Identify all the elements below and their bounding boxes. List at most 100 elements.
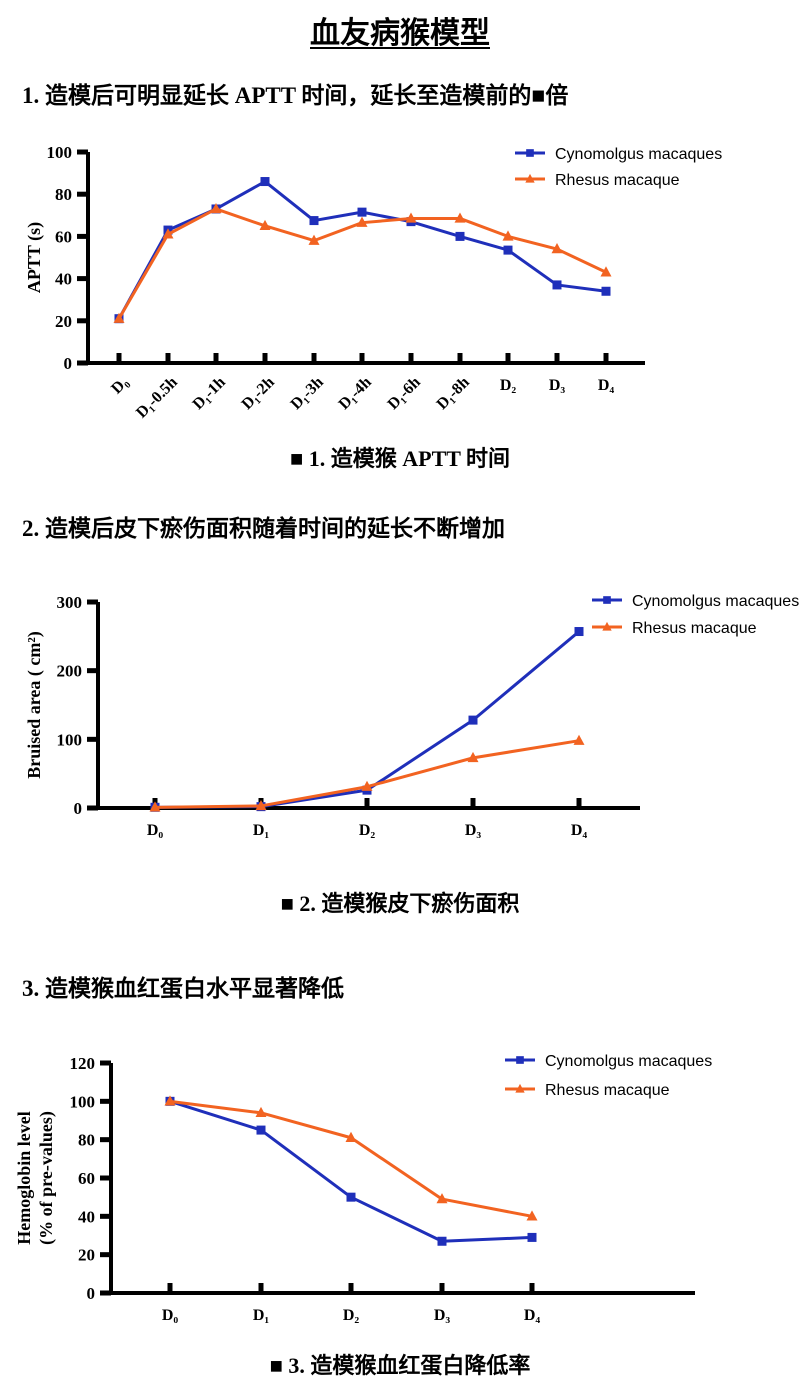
triangle-data-point-marker bbox=[345, 1131, 357, 1142]
triangle-data-point-marker bbox=[149, 801, 161, 812]
y-tick-label: 0 bbox=[87, 1284, 96, 1303]
y-tick-label: 0 bbox=[64, 354, 73, 373]
x-tick-label: D₁-2h bbox=[239, 374, 278, 413]
legend-label: Rhesus macaque bbox=[545, 1082, 670, 1099]
y-tick-label: 100 bbox=[57, 730, 83, 749]
y-tick-label: 80 bbox=[55, 185, 72, 204]
triangle-data-point-marker bbox=[573, 734, 585, 745]
triangle-data-point-marker bbox=[113, 312, 125, 323]
figure-2-caption: ■ 2. 造模猴皮下瘀伤面积 bbox=[280, 891, 520, 916]
square-data-point-marker bbox=[260, 177, 270, 187]
legend-triangle-marker-icon bbox=[515, 1083, 525, 1093]
x-tick-label: D₁-1h bbox=[190, 374, 229, 413]
legend-label: Cynomolgus macaques bbox=[545, 1053, 712, 1070]
legend-triangle-marker-icon bbox=[602, 621, 612, 631]
y-axis-title: Bruised area ( cm²) bbox=[24, 631, 45, 779]
x-tick-label: D₁-0.5h bbox=[133, 374, 181, 422]
y-axis-title: Hemoglobin level bbox=[14, 1111, 34, 1245]
y-tick-label: 300 bbox=[57, 593, 83, 612]
y-tick-label: 100 bbox=[70, 1092, 96, 1111]
hemoglobin-line-chart: 0 20 40 60 80 100 120 D₀ D₁ D₂ D₃ D₄ Hemoglobin leve… bbox=[0, 1038, 800, 1338]
y-tick-label: 120 bbox=[70, 1054, 96, 1073]
y-axis-title: APTT (s) bbox=[24, 222, 45, 293]
triangle-data-point-marker bbox=[308, 234, 320, 245]
triangle-data-point-marker bbox=[164, 1095, 176, 1106]
x-tick-label: D₁ bbox=[253, 1307, 270, 1324]
triangle-data-point-marker bbox=[356, 216, 368, 227]
square-data-point-marker bbox=[503, 245, 513, 255]
triangle-data-point-marker bbox=[551, 243, 563, 254]
legend-label: Rhesus macaque bbox=[632, 620, 757, 637]
square-data-point-marker bbox=[552, 280, 562, 290]
y-tick-label: 40 bbox=[78, 1207, 95, 1226]
square-data-point-marker bbox=[527, 1232, 537, 1242]
triangle-data-point-marker bbox=[162, 228, 174, 239]
triangle-data-point-marker bbox=[259, 219, 271, 231]
figure-3-caption: ■ 3. 造模猴血红蛋白降低率 bbox=[269, 1353, 531, 1378]
x-tick-label: D₄ bbox=[524, 1307, 541, 1324]
square-data-point-marker bbox=[574, 627, 584, 637]
x-tick-label: D₄ bbox=[571, 822, 588, 839]
y-tick-label: 60 bbox=[55, 227, 72, 246]
legend-label: Cynomolgus macaques bbox=[632, 593, 799, 610]
x-tick-label: D₃ bbox=[434, 1307, 451, 1324]
y-tick-label: 40 bbox=[55, 270, 72, 289]
figure-1-caption: ■ 1. 造模猴 APTT 时间 bbox=[289, 446, 511, 471]
y-tick-label: 20 bbox=[78, 1246, 95, 1265]
legend-square-marker-icon bbox=[603, 596, 611, 604]
square-data-point-marker bbox=[437, 1236, 447, 1246]
x-tick-label: D₁-3h bbox=[288, 374, 327, 413]
y-tick-label: 100 bbox=[47, 143, 73, 162]
square-data-point-marker bbox=[601, 286, 611, 296]
square-data-point-marker bbox=[468, 715, 478, 725]
document-title: 血友病猴模型 bbox=[310, 17, 490, 50]
triangle-data-point-marker bbox=[467, 751, 479, 763]
aptt-svg: 0 20 40 60 80 100 D₀ D₁-0.5h D₁-1h D₁-2h D₁-3h D₁-4… bbox=[24, 143, 722, 422]
series-line-square bbox=[169, 1099, 533, 1243]
triangle-data-point-marker bbox=[255, 799, 267, 811]
y-tick-label: 0 bbox=[74, 799, 83, 818]
series-line-square bbox=[117, 180, 607, 320]
legend-square-marker-icon bbox=[526, 149, 534, 157]
x-tick-label: D₁-6h bbox=[385, 374, 424, 413]
section-3-heading: 3. 造模猴血红蛋白水平显著降低 bbox=[22, 976, 344, 1001]
x-tick-label: D₀ bbox=[147, 822, 164, 839]
bruised-area-svg: 0 100 200 300 D₀ D₁ D₂ D₃ D₄ Bruised area ( cm²) C… bbox=[24, 593, 799, 839]
x-tick-label: D₂ bbox=[343, 1307, 360, 1324]
aptt-line-chart: 0 20 40 60 80 100 D₀ D₁-0.5h D₁-1h D₁-2h D₁-3h D₁-4… bbox=[0, 138, 800, 423]
hemoglobin-svg: 0 20 40 60 80 100 120 D₀ D₁ D₂ D₃ D₄ Hemoglobin leve… bbox=[14, 1053, 712, 1324]
legend-label: Cynomolgus macaques bbox=[555, 146, 722, 163]
x-tick-label: D₀ bbox=[108, 374, 132, 398]
y-axis-title: (% of pre-values) bbox=[36, 1111, 57, 1245]
x-tick-label: D₂ bbox=[359, 822, 376, 839]
y-tick-label: 80 bbox=[78, 1131, 95, 1150]
x-tick-label: D₁-8h bbox=[434, 374, 473, 413]
section-1-heading: 1. 造模后可明显延长 APTT 时间，延长至造模前的■倍 bbox=[22, 83, 569, 108]
triangle-data-point-marker bbox=[210, 202, 222, 214]
y-tick-label: 200 bbox=[57, 662, 83, 681]
triangle-data-point-marker bbox=[405, 212, 417, 223]
triangle-data-point-marker bbox=[502, 230, 514, 241]
section-2-heading: 2. 造模后皮下瘀伤面积随着时间的延长不断增加 bbox=[22, 516, 505, 541]
y-tick-label: 20 bbox=[55, 312, 72, 331]
x-tick-label: D₀ bbox=[162, 1307, 179, 1324]
square-data-point-marker bbox=[256, 1125, 266, 1135]
x-tick-label: D₃ bbox=[465, 822, 482, 839]
square-data-point-marker bbox=[357, 207, 367, 217]
x-tick-label: D₃ bbox=[549, 377, 566, 394]
y-tick-label: 60 bbox=[78, 1169, 95, 1188]
x-tick-label: D₁ bbox=[253, 822, 270, 839]
triangle-data-point-marker bbox=[361, 780, 373, 791]
square-data-point-marker bbox=[309, 216, 319, 226]
series-line-triangle bbox=[154, 739, 580, 809]
triangle-data-point-marker bbox=[436, 1193, 448, 1204]
square-data-point-marker bbox=[455, 231, 465, 241]
triangle-data-point-marker bbox=[600, 266, 612, 277]
square-data-point-marker bbox=[346, 1192, 356, 1202]
bruised-area-line-chart: 0 100 200 300 D₀ D₁ D₂ D₃ D₄ Bruised area ( cm²) C… bbox=[0, 583, 800, 858]
legend-label: Rhesus macaque bbox=[555, 172, 680, 189]
x-tick-label: D₂ bbox=[500, 377, 517, 394]
triangle-data-point-marker bbox=[454, 212, 466, 223]
triangle-data-point-marker bbox=[255, 1106, 267, 1118]
